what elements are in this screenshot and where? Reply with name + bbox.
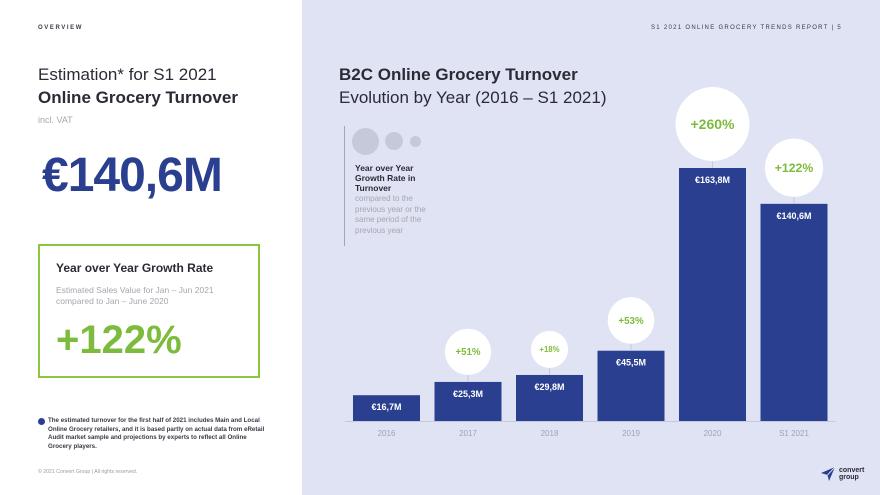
growth-rate-title: Year over Year Growth Rate bbox=[56, 261, 214, 275]
footnote-text: The estimated turnover for the first hal… bbox=[48, 417, 265, 450]
paper-plane-icon bbox=[821, 466, 836, 481]
x-tick-label: 2019 bbox=[622, 429, 640, 438]
estimation-title: Estimation* for S1 2021 bbox=[38, 65, 217, 84]
legend-dot-large-icon bbox=[352, 128, 379, 155]
bar-value-label: €45,5M bbox=[616, 358, 646, 368]
growth-bubble bbox=[607, 297, 655, 344]
bar-value-label: €163,8M bbox=[695, 175, 730, 185]
logo-line1: convert bbox=[839, 467, 865, 474]
legend-title: Year over Year Growth Rate in Turnover bbox=[355, 163, 416, 193]
section-label: OVERVIEW bbox=[38, 25, 84, 31]
chart-title: B2C Online Grocery Turnover bbox=[339, 65, 578, 84]
bar-2016 bbox=[353, 395, 420, 421]
chart-subtitle: Evolution by Year (2016 – S1 2021) bbox=[339, 88, 607, 107]
legend-divider bbox=[344, 126, 345, 246]
growth-label: +260% bbox=[691, 116, 736, 132]
bar-2020 bbox=[679, 168, 746, 421]
growth-label: +122% bbox=[775, 161, 814, 175]
growth-rate-value: +122% bbox=[56, 318, 182, 362]
bar-value-label: €29,8M bbox=[534, 382, 564, 392]
bar-2019 bbox=[597, 350, 665, 421]
vat-note: incl. VAT bbox=[38, 115, 73, 125]
bar-value-label: €25,3M bbox=[453, 389, 483, 399]
report-title: S1 2021 ONLINE GROCERY TRENDS REPORT | 5 bbox=[650, 25, 842, 31]
growth-label: +51% bbox=[455, 347, 480, 358]
x-tick-label: 2016 bbox=[378, 429, 396, 438]
bar-chart: €16,7M 2016 €25,3M 2017 +51% €29,8M 2018 +18% €4… bbox=[345, 87, 836, 438]
bar-2018 bbox=[516, 374, 583, 421]
estimation-subtitle: Online Grocery Turnover bbox=[38, 88, 238, 107]
legend-note: compared to the previous year or the sam… bbox=[355, 194, 426, 235]
copyright: © 2021 Convert Group | All rights reserv… bbox=[38, 469, 138, 475]
bar-S1 2021 bbox=[760, 203, 828, 421]
growth-label: +53% bbox=[618, 316, 644, 327]
x-tick-label: S1 2021 bbox=[779, 429, 809, 438]
legend-dot-medium-icon bbox=[385, 132, 403, 150]
logo-line2: group bbox=[839, 474, 859, 481]
x-tick-label: 2017 bbox=[459, 429, 477, 438]
bar-value-label: €140,6M bbox=[776, 211, 811, 221]
legend-dot-small-icon bbox=[410, 136, 421, 147]
bar-value-label: €16,7M bbox=[371, 402, 401, 412]
growth-bubble bbox=[530, 330, 569, 368]
footnote: The estimated turnover for the first hal… bbox=[38, 417, 270, 451]
x-tick-label: 2020 bbox=[704, 429, 722, 438]
growth-rate-box: Year over Year Growth Rate Estimated Sal… bbox=[38, 244, 260, 378]
x-tick-label: 2018 bbox=[541, 429, 559, 438]
bullet-icon bbox=[38, 418, 45, 425]
turnover-value: €140,6M bbox=[42, 149, 223, 202]
growth-bubble bbox=[444, 328, 492, 375]
growth-bubble bbox=[764, 138, 824, 197]
logo-text: convert group bbox=[839, 467, 864, 481]
growth-rate-note: Estimated Sales Value for Jan – Jun 2021… bbox=[56, 285, 214, 306]
growth-label: +18% bbox=[539, 345, 559, 354]
bar-2017 bbox=[434, 381, 502, 421]
left-panel bbox=[0, 0, 302, 495]
growth-bubble bbox=[675, 87, 750, 161]
